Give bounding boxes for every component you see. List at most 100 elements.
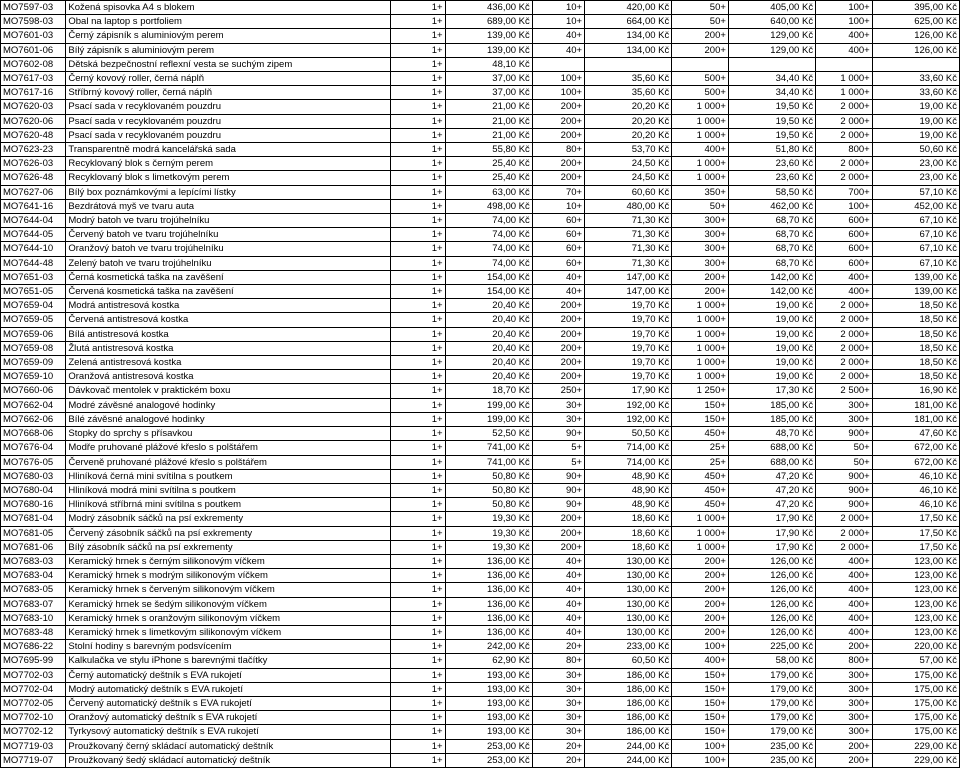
- table-cell: Psací sada v recyklovaném pouzdru: [66, 128, 391, 142]
- table-cell: MO7662-06: [1, 412, 66, 426]
- table-cell: 1+: [391, 100, 445, 114]
- table-cell: 50,80 Kč: [445, 498, 532, 512]
- table-cell: 17,90 Kč: [728, 512, 815, 526]
- table-cell: 300+: [816, 398, 873, 412]
- table-cell: 200+: [532, 100, 584, 114]
- table-cell: 100+: [532, 72, 584, 86]
- table-cell: 19,00 Kč: [728, 299, 815, 313]
- table-cell: 25+: [672, 441, 729, 455]
- table-cell: 1+: [391, 86, 445, 100]
- table-cell: 19,30 Kč: [445, 512, 532, 526]
- table-cell: 123,00 Kč: [872, 625, 959, 639]
- table-cell: 200+: [532, 313, 584, 327]
- table-cell: 130,00 Kč: [585, 583, 672, 597]
- table-row: MO7644-05Červený batoh ve tvaru trojúhel…: [1, 228, 960, 242]
- table-cell: Modrý batoh ve tvaru trojúhelníku: [66, 214, 391, 228]
- table-cell: 1 000+: [672, 526, 729, 540]
- table-row: MO7620-03Psací sada v recyklovaném pouzd…: [1, 100, 960, 114]
- table-cell: MO7641-16: [1, 199, 66, 213]
- table-cell: 2 000+: [816, 128, 873, 142]
- table-cell: 1+: [391, 114, 445, 128]
- table-cell: 1+: [391, 711, 445, 725]
- table-cell: 21,00 Kč: [445, 100, 532, 114]
- table-cell: 1+: [391, 313, 445, 327]
- table-cell: MO7676-04: [1, 441, 66, 455]
- table-cell: 400+: [816, 554, 873, 568]
- table-row: MO7659-06Bílá antistresová kostka1+20,40…: [1, 327, 960, 341]
- table-cell: Stopky do sprchy s přísavkou: [66, 427, 391, 441]
- table-cell: 25,40 Kč: [445, 157, 532, 171]
- table-cell: 181,00 Kč: [872, 398, 959, 412]
- table-cell: 400+: [816, 270, 873, 284]
- table-cell: Kalkulačka ve stylu iPhone s barevnými t…: [66, 654, 391, 668]
- table-cell: 70+: [532, 185, 584, 199]
- table-cell: 18,60 Kč: [585, 540, 672, 554]
- table-cell: 436,00 Kč: [445, 1, 532, 15]
- table-row: MO7702-12Tyrkysový automatický deštník s…: [1, 725, 960, 739]
- table-cell: 200+: [532, 299, 584, 313]
- table-cell: 35,60 Kč: [585, 86, 672, 100]
- table-cell: 200+: [816, 739, 873, 753]
- table-cell: 136,00 Kč: [445, 625, 532, 639]
- table-row: MO7702-10Oranžový automatický deštník s …: [1, 711, 960, 725]
- table-cell: [728, 57, 815, 71]
- table-row: MO7662-04Modré závěsné analogové hodinky…: [1, 398, 960, 412]
- table-cell: 130,00 Kč: [585, 611, 672, 625]
- table-cell: Bílý box poznámkovými a lepícími lístky: [66, 185, 391, 199]
- table-cell: 1+: [391, 455, 445, 469]
- table-cell: Psací sada v recyklovaném pouzdru: [66, 114, 391, 128]
- table-cell: 17,90 Kč: [728, 526, 815, 540]
- table-cell: MO7695-99: [1, 654, 66, 668]
- table-cell: 17,90 Kč: [585, 384, 672, 398]
- table-cell: 1 000+: [672, 341, 729, 355]
- table-cell: Bezdrátová myš ve tvaru auta: [66, 199, 391, 213]
- table-cell: 19,70 Kč: [585, 341, 672, 355]
- table-cell: 233,00 Kč: [585, 640, 672, 654]
- table-cell: 67,10 Kč: [872, 242, 959, 256]
- table-cell: Černý automatický deštník s EVA rukojetí: [66, 668, 391, 682]
- table-cell: 20,40 Kč: [445, 341, 532, 355]
- table-cell: 67,10 Kč: [872, 228, 959, 242]
- table-cell: 20,40 Kč: [445, 327, 532, 341]
- table-cell: Dětská bezpečnostní reflexní vesta se su…: [66, 57, 391, 71]
- table-cell: 5+: [532, 441, 584, 455]
- table-cell: 55,80 Kč: [445, 143, 532, 157]
- table-cell: 19,00 Kč: [728, 356, 815, 370]
- table-cell: 150+: [672, 696, 729, 710]
- table-cell: Hliníková modrá mini svítilna s poutkem: [66, 483, 391, 497]
- table-cell: MO7681-06: [1, 540, 66, 554]
- table-cell: 20,20 Kč: [585, 100, 672, 114]
- table-cell: 1+: [391, 128, 445, 142]
- table-cell: 1 000+: [672, 327, 729, 341]
- table-row: MO7683-03Keramický hrnek s černým siliko…: [1, 554, 960, 568]
- table-cell: 136,00 Kč: [445, 583, 532, 597]
- table-cell: 20,20 Kč: [585, 128, 672, 142]
- table-cell: 23,60 Kč: [728, 171, 815, 185]
- table-cell: 1+: [391, 29, 445, 43]
- table-cell: 700+: [816, 185, 873, 199]
- table-cell: 100+: [816, 199, 873, 213]
- table-row: MO7681-06Bílý zásobník sáčků na psí exkr…: [1, 540, 960, 554]
- table-cell: 25+: [672, 455, 729, 469]
- table-cell: 1+: [391, 370, 445, 384]
- table-cell: 18,60 Kč: [585, 512, 672, 526]
- table-cell: 1+: [391, 696, 445, 710]
- table-cell: 300+: [816, 711, 873, 725]
- table-cell: [872, 57, 959, 71]
- table-cell: 62,90 Kč: [445, 654, 532, 668]
- table-cell: 20,20 Kč: [585, 114, 672, 128]
- table-cell: 1 000+: [672, 157, 729, 171]
- table-cell: 19,00 Kč: [728, 370, 815, 384]
- table-row: MO7681-05Červený zásobník sáčků na psí e…: [1, 526, 960, 540]
- table-cell: 58,00 Kč: [728, 654, 815, 668]
- table-cell: 400+: [672, 654, 729, 668]
- table-cell: 33,60 Kč: [872, 86, 959, 100]
- table-cell: 10+: [532, 15, 584, 29]
- table-cell: 51,80 Kč: [728, 143, 815, 157]
- table-cell: 1+: [391, 625, 445, 639]
- table-cell: 200+: [532, 171, 584, 185]
- table-cell: Oranžový automatický deštník s EVA rukoj…: [66, 711, 391, 725]
- table-cell: 200+: [532, 157, 584, 171]
- table-cell: 17,30 Kč: [728, 384, 815, 398]
- table-cell: 60+: [532, 228, 584, 242]
